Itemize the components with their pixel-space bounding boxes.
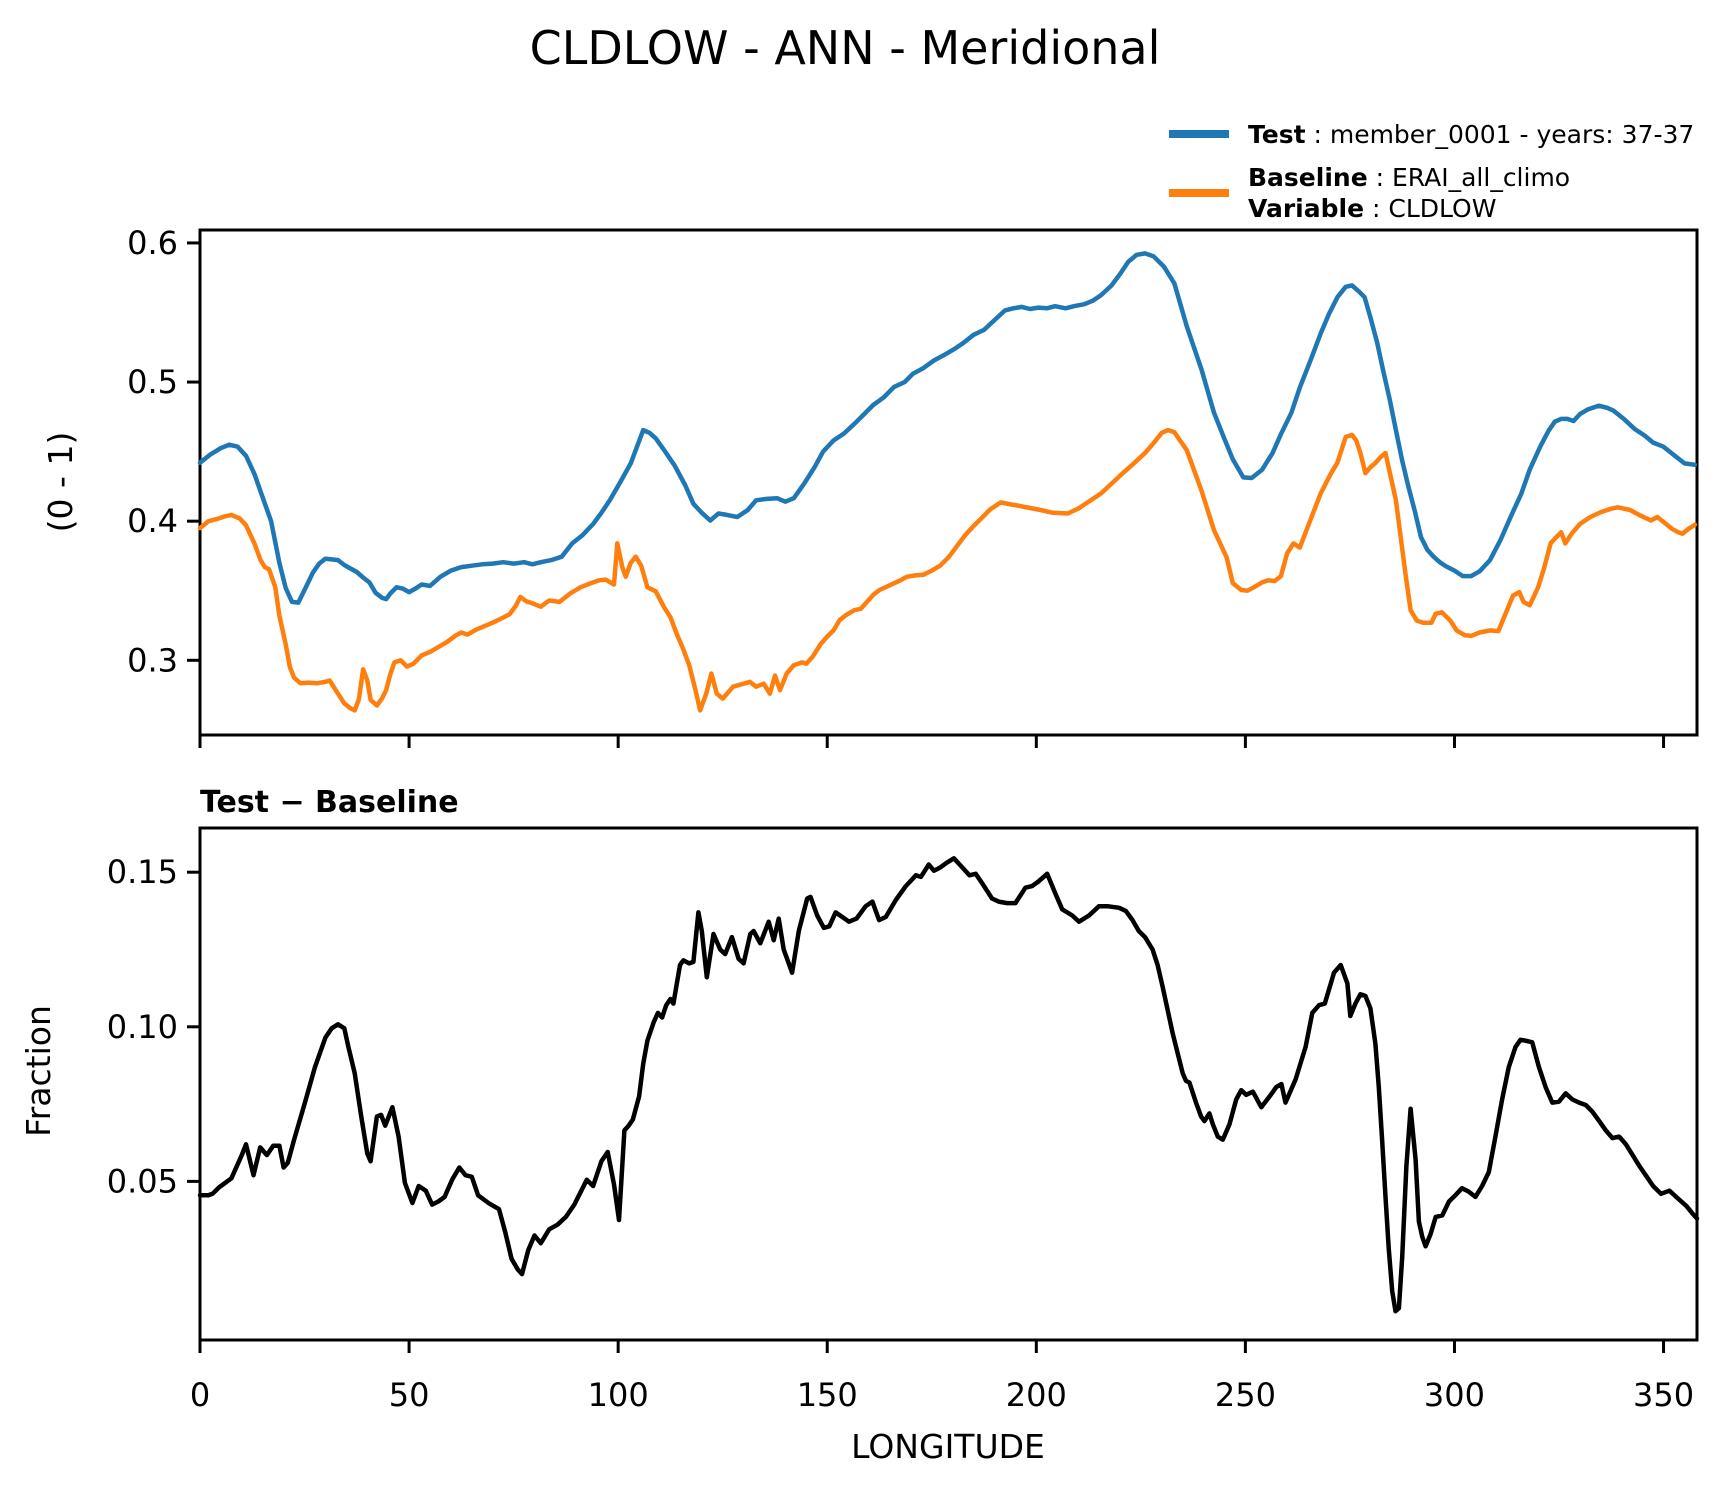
x-tick-label: 50 <box>389 1376 430 1414</box>
bottom-panel: Test − Baseline Fraction LONGITUDE 0 50 10… <box>19 785 1700 1466</box>
y-tick-label: 0.5 <box>127 363 178 401</box>
x-tick-label: 0 <box>190 1376 210 1414</box>
legend-variable-entry: Variable : CLDLOW <box>1248 194 1496 223</box>
y-tick-label: 0.10 <box>107 1008 178 1046</box>
legend-test-swatch <box>1169 130 1229 138</box>
bottom-y-axis-label: Fraction <box>19 1005 58 1137</box>
legend-baseline-entry: Baseline : ERAI_all_climo <box>1248 163 1570 192</box>
y-tick-label: 0.4 <box>127 502 178 540</box>
legend-variable-label: Variable <box>1248 194 1364 223</box>
top-axes-frame <box>198 228 1699 737</box>
legend-test-entry: Test : member_0001 - years: 37-37 <box>1248 120 1694 149</box>
bottom-series <box>197 856 1700 1314</box>
y-tick-label: 0.15 <box>107 853 178 891</box>
x-tick-label: 350 <box>1633 1376 1694 1414</box>
x-tick-label: 100 <box>588 1376 649 1414</box>
x-axis-label: LONGITUDE <box>851 1427 1045 1466</box>
top-ticks: 0.3 0.4 0.5 0.6 <box>127 224 1666 748</box>
legend-test-label: Test <box>1248 120 1306 149</box>
legend-test-text: : member_0001 - years: 37-37 <box>1306 120 1695 149</box>
bottom-ticks: 0 50 100 150 200 250 300 350 0.05 0.10 0.15 <box>107 853 1694 1414</box>
test-line <box>197 251 1698 605</box>
chart-title: CLDLOW - ANN - Meridional <box>530 21 1161 75</box>
x-tick-label: 300 <box>1424 1376 1485 1414</box>
legend-baseline-swatch <box>1169 189 1229 197</box>
baseline-line <box>197 427 1698 713</box>
y-tick-label: 0.3 <box>127 641 178 679</box>
x-tick-label: 250 <box>1215 1376 1276 1414</box>
y-tick-label: 0.05 <box>107 1162 178 1200</box>
legend-baseline-label: Baseline <box>1248 163 1368 192</box>
x-tick-label: 150 <box>797 1376 858 1414</box>
test-baseline-line <box>197 856 1700 1314</box>
y-tick-label: 0.6 <box>127 224 178 262</box>
top-y-axis-label: (0 - 1) <box>41 432 80 533</box>
bottom-panel-title: Test − Baseline <box>200 785 459 820</box>
legend-variable-text: : CLDLOW <box>1364 194 1496 223</box>
legend: Test : member_0001 - years: 37-37 Baseli… <box>1169 120 1694 223</box>
bottom-axes-frame <box>198 826 1699 1342</box>
top-panel: (0 - 1) 0.3 0.4 0.5 0.6 <box>41 224 1699 748</box>
legend-baseline-text: : ERAI_all_climo <box>1368 163 1570 192</box>
x-tick-label: 200 <box>1006 1376 1067 1414</box>
top-series <box>197 251 1698 713</box>
